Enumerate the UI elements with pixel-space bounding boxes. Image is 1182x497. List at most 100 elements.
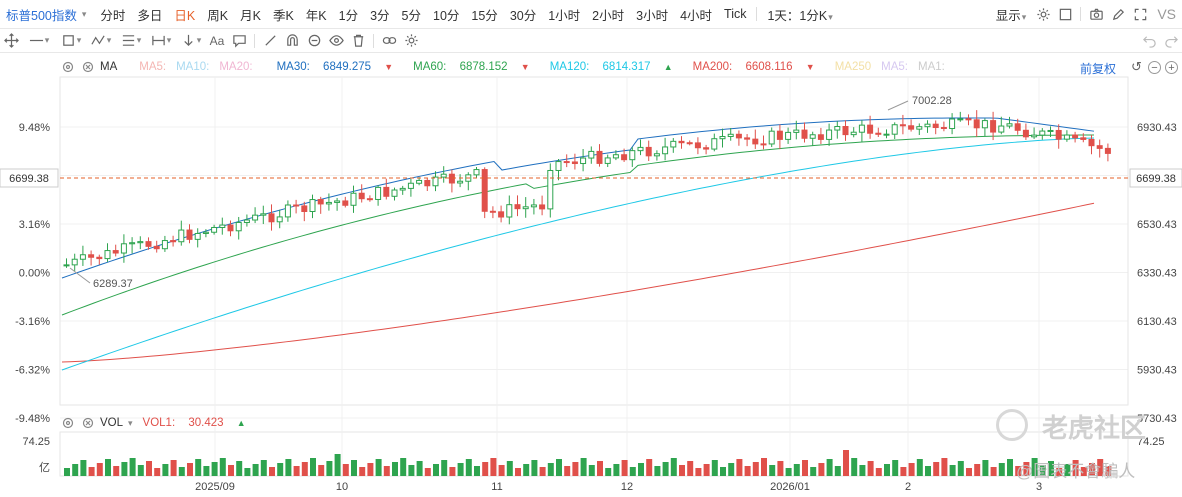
reset-icon[interactable]: ↺ (1131, 59, 1142, 74)
candle (137, 241, 144, 244)
current-price-tag-right (1129, 168, 1182, 188)
vol-indicator-name[interactable]: VOL (100, 417, 124, 429)
candle (711, 138, 718, 150)
volume-bar (80, 460, 87, 476)
candle (325, 201, 332, 205)
redo-icon[interactable] (1160, 30, 1182, 52)
candle (719, 135, 726, 140)
candle (514, 204, 521, 210)
period-tab[interactable]: 多日 (137, 8, 163, 23)
settings-icon[interactable] (60, 415, 76, 431)
period-tab[interactable]: 1小时 (548, 8, 581, 23)
chart-area[interactable]: 9.48%6930.436.32%6730.433.16%6530.430.00… (0, 53, 1182, 494)
zoom-out-icon[interactable]: − (1148, 61, 1161, 74)
period-tab[interactable]: 5分 (401, 8, 421, 23)
display-menu[interactable]: 显示▾ (990, 5, 1033, 24)
volume-bar (957, 461, 964, 476)
volume-bar (998, 463, 1005, 476)
candle (940, 127, 947, 130)
period-tab[interactable]: 月K (240, 8, 261, 23)
undo-icon[interactable] (1138, 30, 1160, 52)
fullscreen-box-icon[interactable] (1054, 3, 1076, 25)
candle (629, 150, 636, 161)
adjust-mode-button[interactable]: 前复权 (1080, 62, 1117, 76)
close-icon[interactable] (80, 415, 96, 431)
period-tab[interactable]: Tick (724, 7, 747, 21)
link-icon[interactable] (378, 30, 400, 52)
crosshair-icon[interactable] (0, 30, 22, 52)
period-tab[interactable]: 周K (207, 8, 229, 23)
volume-bar (547, 463, 554, 476)
measure-tool-icon[interactable]: ▾ (146, 30, 176, 52)
note-tool-icon[interactable] (228, 30, 250, 52)
volume-bar (1031, 458, 1038, 476)
candle (260, 213, 267, 216)
ma60-number: 6878.152 (459, 61, 508, 73)
volume-bar (982, 460, 989, 476)
chevron-down-icon: ▾ (136, 35, 142, 45)
line-tool-icon[interactable]: ▾ (22, 30, 56, 52)
symbol-selector[interactable]: 标普500指数 ▾ (0, 5, 94, 24)
candle (1022, 129, 1029, 138)
settings-icon[interactable] (60, 59, 76, 75)
period-tab[interactable]: 日K (174, 8, 196, 23)
rect-tool-icon[interactable]: ▾ (56, 30, 86, 52)
volume-bar (875, 468, 882, 476)
vol1-arrow: ▲ (236, 418, 246, 428)
period-tab[interactable]: 分时 (100, 8, 126, 23)
candle (489, 210, 496, 213)
period-tab[interactable]: 10分 (433, 8, 460, 23)
candle (990, 120, 997, 133)
candle (276, 216, 283, 223)
pen-tool-icon[interactable] (259, 30, 281, 52)
ma30-label: MA30: (276, 61, 310, 73)
chevron-down-icon: ▾ (1021, 11, 1027, 22)
chevron-down-icon[interactable]: ▾ (128, 417, 133, 428)
volume-bar (457, 463, 464, 476)
interval-selector[interactable]: 1天：1分K▾ (761, 5, 838, 24)
arrow-down-icon[interactable]: ▾ (176, 30, 206, 52)
period-tab[interactable]: 3分 (370, 8, 390, 23)
ma10-label: MA10: (176, 61, 210, 73)
magnet-icon[interactable] (281, 30, 303, 52)
candle (703, 147, 710, 150)
candle (1047, 129, 1054, 132)
vs-button[interactable]: VS (1157, 6, 1176, 22)
gear-icon[interactable] (400, 30, 422, 52)
expand-icon[interactable] (1129, 3, 1151, 25)
zoom-in-icon[interactable]: + (1165, 61, 1178, 74)
indicator-name[interactable]: MA (100, 61, 118, 73)
candle (88, 254, 95, 258)
text-tool-icon[interactable]: Aa (209, 33, 225, 48)
ma60-arrow: ▼ (520, 62, 530, 72)
settings-gear-icon[interactable] (1032, 3, 1054, 25)
candle (284, 204, 291, 218)
trash-icon[interactable] (347, 30, 369, 52)
period-tab[interactable]: 2小时 (592, 8, 625, 23)
volume-bar (777, 461, 784, 476)
eye-icon[interactable] (325, 30, 347, 52)
period-tab[interactable]: 年K (305, 8, 327, 23)
period-tab[interactable]: 30分 (509, 8, 537, 23)
divider (756, 7, 758, 21)
candle (588, 150, 595, 159)
wave-tool-icon[interactable]: ▾ (86, 30, 116, 52)
pencil-icon[interactable] (1107, 3, 1129, 25)
period-tab[interactable]: 4小时 (680, 8, 713, 23)
volume-bar (785, 468, 792, 476)
period-tab[interactable]: 3小时 (636, 8, 669, 23)
right-axis-label: 6530.43 (1137, 219, 1177, 231)
volume-bar (310, 458, 316, 476)
period-tab[interactable]: 1分 (338, 8, 359, 23)
period-tab[interactable]: 15分 (471, 8, 498, 23)
candle (883, 133, 890, 136)
fib-tool-icon[interactable]: ▾ (116, 30, 146, 52)
period-tab[interactable]: 季K (272, 8, 294, 23)
sync-icon[interactable] (303, 30, 325, 52)
close-icon[interactable] (80, 59, 96, 75)
top-bar: 标普500指数 ▾ 分时 多日 日K 周K 月K 季K 年K 1分 3分 5分 10分 15分 30分 1… (0, 0, 1182, 29)
candle (908, 125, 915, 130)
candle (1063, 134, 1070, 140)
camera-icon[interactable] (1085, 3, 1107, 25)
kline-chart[interactable]: 9.48%6930.436.32%6730.433.16%6530.430.00… (0, 53, 1182, 494)
